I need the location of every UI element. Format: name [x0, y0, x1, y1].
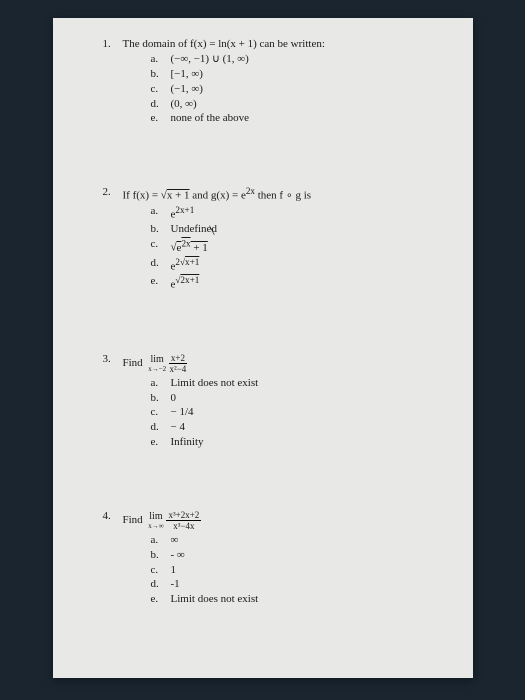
option-text: none of the above [171, 111, 250, 126]
option-e: e.Limit does not exist [151, 592, 443, 607]
question-3: 3. Find limx→−2 x+2x²−4 a.Limit does not… [103, 353, 443, 450]
option-e: e.e√2x+1 [151, 274, 443, 293]
question-number: 3. [103, 353, 123, 374]
question-stem: 1. The domain of f(x) = ln(x + 1) can be… [103, 38, 443, 50]
option-text: ∞ [171, 533, 179, 548]
options-list: a.e2x+1 b.Undefined╲ c.√e2x + 1 d.e2√x+1… [103, 204, 443, 293]
document-page: 1. The domain of f(x) = ln(x + 1) can be… [53, 18, 473, 678]
option-text: 0 [171, 391, 177, 406]
question-4: 4. Find limx→∞ x³+2x+2x³−4x a.∞ b.- ∞ c.… [103, 510, 443, 607]
option-a: a.Limit does not exist [151, 376, 443, 391]
option-a: a.(−∞, −1) ∪ (1, ∞) [151, 52, 443, 67]
option-d: d.(0, ∞) [151, 97, 443, 112]
question-1: 1. The domain of f(x) = ln(x + 1) can be… [103, 38, 443, 126]
option-text: e2x+1 [171, 204, 195, 223]
option-text: (0, ∞) [171, 97, 197, 112]
option-b: b.Undefined╲ [151, 222, 443, 237]
question-text: If f(x) = √x + 1 and g(x) = e2x then f ∘… [123, 186, 443, 202]
question-number: 1. [103, 38, 123, 50]
question-stem: 2. If f(x) = √x + 1 and g(x) = e2x then … [103, 186, 443, 202]
option-text: 1 [171, 563, 177, 578]
option-c: c.√e2x + 1 [151, 237, 443, 256]
question-stem: 4. Find limx→∞ x³+2x+2x³−4x [103, 510, 443, 531]
option-text: -1 [171, 577, 180, 592]
option-e: e.Infinity [151, 435, 443, 450]
option-text: (−∞, −1) ∪ (1, ∞) [171, 52, 249, 67]
option-text: - ∞ [171, 548, 185, 563]
option-d: d.− 4 [151, 420, 443, 435]
option-text: Undefined╲ [171, 222, 217, 237]
option-b: b.- ∞ [151, 548, 443, 563]
question-number: 4. [103, 510, 123, 531]
option-text: [−1, ∞) [171, 67, 203, 82]
option-text: Limit does not exist [171, 376, 259, 391]
option-text: Infinity [171, 435, 204, 450]
question-text: The domain of f(x) = ln(x + 1) can be wr… [123, 38, 443, 50]
option-d: d.e2√x+1 [151, 256, 443, 275]
option-a: a.e2x+1 [151, 204, 443, 223]
question-number: 2. [103, 186, 123, 202]
option-text: − 1/4 [171, 405, 194, 420]
option-b: b.0 [151, 391, 443, 406]
option-text: Limit does not exist [171, 592, 259, 607]
option-a: a.∞ [151, 533, 443, 548]
option-c: c.(−1, ∞) [151, 82, 443, 97]
option-e: e.none of the above [151, 111, 443, 126]
options-list: a.∞ b.- ∞ c.1 d.-1 e.Limit does not exis… [103, 533, 443, 607]
option-text: − 4 [171, 420, 185, 435]
option-text: e√2x+1 [171, 274, 200, 293]
option-d: d.-1 [151, 577, 443, 592]
question-stem: 3. Find limx→−2 x+2x²−4 [103, 353, 443, 374]
option-b: b.[−1, ∞) [151, 67, 443, 82]
option-text: (−1, ∞) [171, 82, 203, 97]
options-list: a.Limit does not exist b.0 c.− 1/4 d.− 4… [103, 376, 443, 450]
option-c: c.− 1/4 [151, 405, 443, 420]
question-text: Find limx→∞ x³+2x+2x³−4x [123, 510, 443, 531]
option-c: c.1 [151, 563, 443, 578]
question-2: 2. If f(x) = √x + 1 and g(x) = e2x then … [103, 186, 443, 293]
option-text: e2√x+1 [171, 256, 200, 275]
options-list: a.(−∞, −1) ∪ (1, ∞) b.[−1, ∞) c.(−1, ∞) … [103, 52, 443, 126]
question-text: Find limx→−2 x+2x²−4 [123, 353, 443, 374]
option-text: √e2x + 1 [171, 237, 208, 256]
